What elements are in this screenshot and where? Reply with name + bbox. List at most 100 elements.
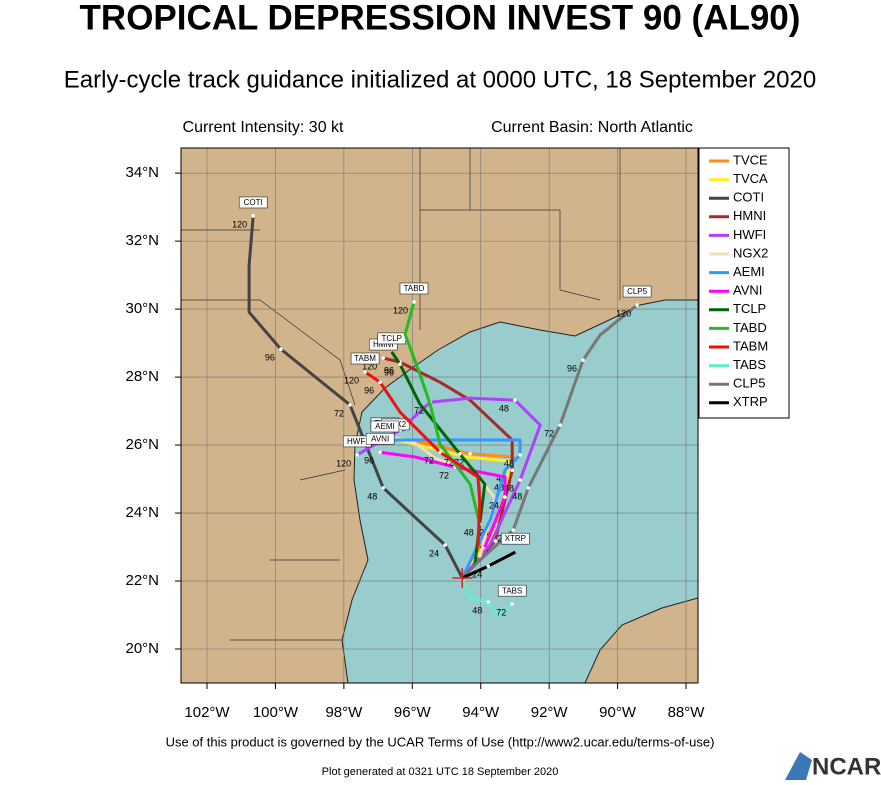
hour-label: 120 [232, 219, 247, 229]
hour-label: 24 [429, 548, 439, 558]
y-tick-label: 20°N [125, 640, 159, 657]
hour-label: 72 [496, 608, 506, 618]
map-base [181, 148, 698, 683]
model-label: XTRP [505, 534, 526, 543]
track-point [493, 539, 497, 543]
logo: NCAR [812, 753, 881, 780]
x-tick-label: 94°W [462, 704, 500, 721]
tracks: 244872TVCETVCA24487296120COTI244896120HM… [232, 196, 652, 618]
hour-label: 72 [444, 457, 454, 467]
legend-label: TABS [733, 357, 766, 372]
y-tick-label: 30°N [125, 300, 159, 317]
hour-label: 24 [472, 569, 482, 579]
hour-label: 72 [414, 406, 424, 416]
hour-label: 48 [504, 483, 514, 493]
hour-label: 72 [454, 457, 464, 467]
x-tick-label: 90°W [599, 704, 637, 721]
logo-mark [785, 752, 812, 780]
y-tick-label: 26°N [125, 436, 159, 453]
track-point [381, 356, 386, 360]
borders [181, 148, 621, 641]
hour-label: 96 [384, 366, 394, 376]
model-label: CLP5 [627, 287, 648, 296]
legend-label: HMNI [733, 208, 766, 223]
model-label: AVNI [371, 434, 389, 443]
hour-label: 120 [344, 375, 359, 385]
hour-label: 48 [367, 491, 377, 501]
y-tick-label: 28°N [125, 368, 159, 385]
model-label-box [399, 282, 429, 295]
track [461, 303, 639, 580]
legend-label: TABM [733, 338, 768, 353]
track [403, 301, 482, 525]
model-label: HMNI [373, 340, 393, 349]
gulf [341, 299, 698, 683]
track-point [511, 528, 516, 532]
y-tick-label: 34°N [125, 164, 159, 181]
grid: 102°W 100°W 98°W 96°W 94°W 92°W 90°W 88°W 20°N 22… [125, 148, 705, 721]
model-label: TCLP [382, 334, 402, 343]
map-frame [180, 147, 699, 684]
hour-label: 48 [464, 527, 474, 537]
track-point [635, 303, 639, 307]
hour-label: 120 [362, 361, 377, 371]
track-point [438, 450, 442, 455]
track-point [378, 450, 382, 455]
hour-label: 48 [504, 458, 514, 468]
legend-label: AVNI [733, 283, 762, 298]
track [384, 438, 522, 579]
hour-label: 120 [393, 305, 408, 315]
hour-label: 72 [424, 456, 434, 466]
legend-label: TVCA [733, 171, 768, 186]
legend-label: XTRP [733, 394, 768, 409]
model-label-box [370, 420, 400, 433]
hour-label: 72 [544, 428, 554, 438]
generated: Plot generated at 0321 UTC 18 September … [322, 766, 559, 778]
model-label: HWFI [347, 437, 367, 446]
subtitle: Early-cycle track guidance initialized a… [64, 66, 816, 93]
hour-label: 24 [489, 500, 499, 510]
track [247, 215, 464, 579]
x-tick-label: 102°W [184, 704, 230, 721]
x-tick-label: 100°W [253, 704, 299, 721]
track-point [526, 486, 531, 490]
track-point [513, 398, 517, 403]
hour-label: 24 [479, 544, 489, 554]
model-label: TABM [354, 354, 376, 363]
hour-label: 48 [472, 605, 482, 615]
model-label: COTI [244, 198, 263, 207]
track-point [486, 600, 491, 604]
track-point [355, 453, 360, 457]
track-point [510, 602, 515, 606]
hour-label: 72 [439, 471, 449, 481]
model-label: TABD [404, 284, 425, 293]
track-point [251, 214, 255, 218]
hour-label: 48 [499, 404, 509, 414]
x-tick-label: 88°W [668, 704, 706, 721]
y-tick-label: 24°N [125, 504, 159, 521]
terms: Use of this product is governed by the U… [166, 734, 715, 749]
track-point [381, 486, 386, 490]
track-point [279, 347, 283, 352]
legend-label: TCLP [733, 301, 766, 316]
track-point [503, 495, 507, 499]
title: TROPICAL DEPRESSION INVEST 90 (AL90) [80, 0, 801, 37]
current-position [452, 567, 473, 588]
legend-label: NGX2 [733, 245, 768, 260]
legend-label: TABD [733, 320, 767, 335]
x-tick-label: 96°W [394, 704, 432, 721]
legend-label: HWFI [733, 227, 766, 242]
model-label-box [501, 532, 530, 545]
track-point [510, 468, 515, 473]
intensity: Current Intensity: 30 kt [183, 119, 345, 136]
track-point [378, 380, 382, 384]
track-point [458, 452, 462, 456]
model-label-box [350, 352, 380, 365]
hour-label: 96 [364, 456, 374, 466]
hour-label: 96 [384, 368, 394, 378]
hour-label: 72 [334, 408, 344, 418]
legend-entries: TVCE TVCA COTI HMNI HWFI NGX2 AEMI AVNI TCLP TABD… [709, 152, 768, 409]
model-label-box [497, 584, 527, 597]
track-point [412, 300, 416, 304]
